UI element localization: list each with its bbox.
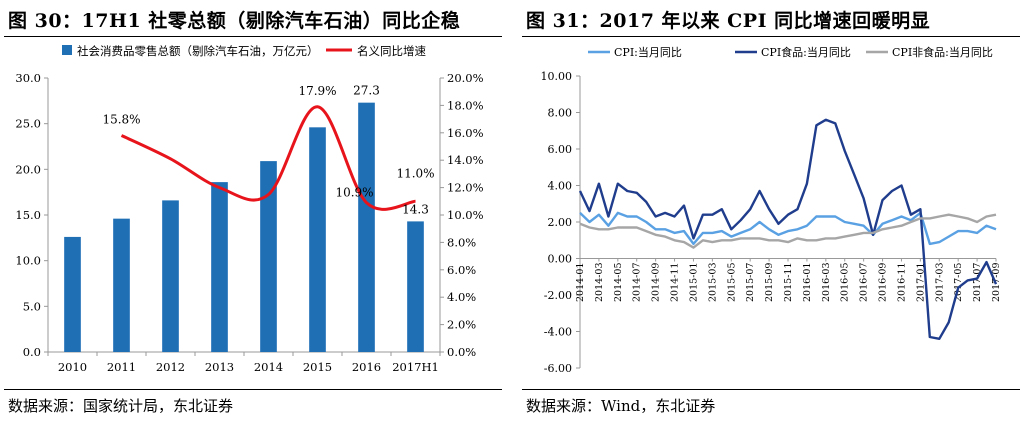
x-tick-label: 2014-03 <box>594 263 605 302</box>
bar-retail-sales <box>64 236 81 352</box>
x-tick-label: 2015-05 <box>726 263 737 302</box>
right-y-tick-label: 4.0% <box>447 290 476 304</box>
figure-31-source: 数据来源：Wind，东北证券 <box>526 397 716 415</box>
x-tick-label: 2016-05 <box>840 263 851 302</box>
x-tick-label: 2015-01 <box>688 263 699 302</box>
data-label: 17.9% <box>298 84 336 98</box>
right-y-tick-label: 12.0% <box>447 181 484 195</box>
y-tick-label: 10.00 <box>541 70 573 83</box>
bar-retail-sales <box>113 218 130 352</box>
figure-31-title-rule <box>522 36 1020 37</box>
x-tick-label: 2010 <box>58 360 87 374</box>
figure-30-source: 数据来源：国家统计局，东北证券 <box>8 397 234 415</box>
left-y-tick-label: 0.0 <box>23 345 41 359</box>
x-tick-label: 2014-05 <box>613 263 624 302</box>
retail-sales-chart: 社会消费品零售总额（剔除汽车石油，万亿元） 名义同比增速 0.0 5.0 10.0 15.… <box>15 44 484 374</box>
x-tick-label: 2017-01 <box>915 263 926 302</box>
series-line <box>578 118 998 340</box>
y-tick-label: 8.00 <box>548 107 573 120</box>
series-line <box>579 211 997 246</box>
bar-retail-sales <box>162 200 179 352</box>
x-tick-label: 2016-03 <box>821 263 832 302</box>
figure-31-source-rule <box>522 389 1020 390</box>
right-y-tick-label: 8.0% <box>447 235 476 249</box>
x-tick-label: 2017-03 <box>934 263 945 302</box>
cpi-chart: CPI:当月同比 CPI食品:当月同比 CPI非食品:当月同比 -6.00 -4.00 -… <box>541 45 1003 375</box>
left-y-tick-label: 15.0 <box>15 208 41 222</box>
chart-legend: 社会消费品零售总额（剔除汽车石油，万亿元） 名义同比增速 <box>62 44 426 58</box>
y-tick-label: 0.00 <box>548 253 573 266</box>
legend-label: CPI:当月同比 <box>614 45 682 59</box>
legend-label-retail-sales: 社会消费品零售总额（剔除汽车石油，万亿元） <box>77 44 319 58</box>
right-y-tick-label: 2.0% <box>447 318 476 332</box>
right-y-tick-label: 16.0% <box>447 126 484 140</box>
figure-30-title: 图 30：17H1 社零总额（剔除汽车石油）同比企稳 <box>8 10 461 32</box>
x-tick-label: 2015-03 <box>707 263 718 302</box>
legend-swatch-retail-sales <box>62 45 72 55</box>
left-y-tick-label: 30.0 <box>15 71 41 85</box>
x-tick-label: 2014-01 <box>575 263 586 302</box>
data-label: 10.9% <box>335 186 373 200</box>
x-tick-label: 2017-05 <box>953 263 964 302</box>
right-y-tick-label: 14.0% <box>447 153 484 167</box>
x-tick-label: 2015-07 <box>745 263 756 302</box>
right-y-tick-label: 10.0% <box>447 208 484 222</box>
right-y-tick-label: 0.0% <box>447 345 476 359</box>
figure-31-title: 图 31：2017 年以来 CPI 同比增速回暖明显 <box>526 10 931 32</box>
legend-label: CPI食品:当月同比 <box>761 45 851 59</box>
x-tick-label: 2013 <box>205 360 234 374</box>
x-tick-label: 2015-09 <box>764 263 775 302</box>
x-tick-label: 2015-11 <box>783 263 794 302</box>
x-tick-label: 2016-01 <box>802 263 813 302</box>
series-line-growth-rate <box>120 105 416 211</box>
x-tick-label: 2014-11 <box>670 263 681 302</box>
left-y-tick-label: 10.0 <box>15 254 41 268</box>
figure-31-panel: 图 31：2017 年以来 CPI 同比增速回暖明显 CPI:当月同比 CPI食品… <box>518 0 1024 423</box>
legend-label-growth-rate: 名义同比增速 <box>357 44 426 58</box>
bar-retail-sales <box>358 102 375 352</box>
data-label: 14.3 <box>402 202 429 216</box>
x-tick-label: 2016-11 <box>896 263 907 302</box>
x-tick-label: 2012 <box>156 360 185 374</box>
y-tick-label: -4.00 <box>544 326 572 339</box>
left-y-tick-label: 25.0 <box>15 117 41 131</box>
y-tick-label: 4.00 <box>548 180 573 193</box>
x-tick-label: 2017H1 <box>392 360 439 374</box>
bar-retail-sales <box>309 127 326 352</box>
figure-30-source-rule <box>4 389 502 390</box>
x-tick-label: 2017-07 <box>972 263 983 302</box>
y-tick-label: 2.00 <box>548 216 573 229</box>
x-tick-label: 2016-09 <box>878 263 889 302</box>
data-label: 15.8% <box>102 113 140 127</box>
x-tick-label: 2016 <box>352 360 381 374</box>
x-tick-label: 2015 <box>303 360 332 374</box>
x-tick-label: 2011 <box>107 360 136 374</box>
chart-legend: CPI:当月同比 CPI食品:当月同比 CPI非食品:当月同比 <box>588 45 993 59</box>
x-tick-label: 2016-07 <box>859 263 870 302</box>
x-tick-label: 2014-09 <box>651 263 662 302</box>
left-y-tick-label: 5.0 <box>23 299 41 313</box>
left-y-tick-label: 20.0 <box>15 162 41 176</box>
y-tick-label: -2.00 <box>544 289 572 302</box>
series-line <box>579 213 997 249</box>
bar-retail-sales <box>407 221 424 352</box>
y-tick-label: 6.00 <box>548 143 573 156</box>
figure-30-title-rule <box>4 36 502 37</box>
x-tick-label: 2014 <box>254 360 283 374</box>
right-y-tick-label: 18.0% <box>447 98 484 112</box>
figure-30-panel: 图 30：17H1 社零总额（剔除汽车石油）同比企稳 社会消费品零售总额（剔除汽… <box>0 0 506 423</box>
y-tick-label: -6.00 <box>544 362 572 375</box>
bar-retail-sales <box>260 161 277 352</box>
data-label: 27.3 <box>353 84 380 98</box>
data-label: 11.0% <box>396 166 434 180</box>
bar-retail-sales <box>211 182 228 352</box>
right-y-tick-label: 20.0% <box>447 71 484 85</box>
x-tick-label: 2014-07 <box>632 263 643 302</box>
right-y-tick-label: 6.0% <box>447 263 476 277</box>
legend-label: CPI非食品:当月同比 <box>892 45 993 59</box>
